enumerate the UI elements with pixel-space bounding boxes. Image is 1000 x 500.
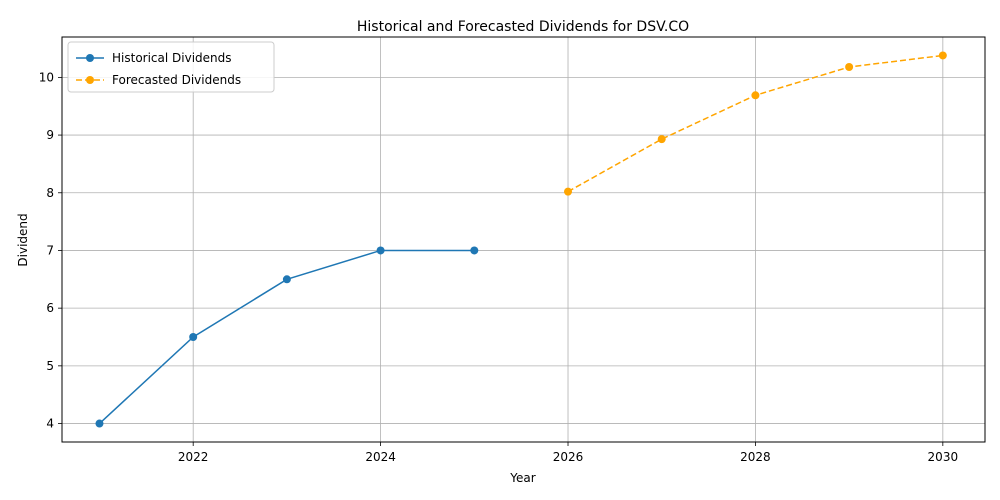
plot-area-frame <box>61 36 986 443</box>
legend: Historical Dividends Forecasted Dividends <box>67 41 275 93</box>
x-tick-label: 2030 <box>928 450 959 464</box>
legend-item: Forecasted Dividends <box>76 73 241 87</box>
data-point <box>189 333 198 341</box>
grid-lines <box>62 37 985 442</box>
x-tick-label: 2022 <box>178 450 209 464</box>
y-tick-label: 8 <box>46 186 54 200</box>
y-tick-label: 5 <box>46 359 54 373</box>
y-tick-label: 10 <box>39 70 54 84</box>
legend-label: Forecasted Dividends <box>112 73 241 87</box>
y-tick-label: 7 <box>46 243 54 257</box>
legend-box <box>67 41 275 93</box>
series-layer <box>95 51 947 428</box>
data-point <box>938 51 947 60</box>
x-axis-title: Year <box>509 471 535 485</box>
series-forecasted <box>564 51 947 196</box>
y-tick-label: 6 <box>46 301 54 315</box>
legend-label: Historical Dividends <box>112 51 232 65</box>
legend-item: Historical Dividends <box>76 51 232 65</box>
data-point <box>376 246 385 255</box>
data-point <box>470 246 479 255</box>
series-historical <box>95 246 479 428</box>
y-tick-label: 9 <box>46 128 54 142</box>
data-point <box>564 187 573 196</box>
y-axis: 4 5 6 7 8 9 10 <box>39 70 62 431</box>
data-point <box>751 91 760 100</box>
legend-marker <box>86 76 94 84</box>
data-point <box>95 419 104 428</box>
data-point <box>657 135 666 144</box>
y-tick-label: 4 <box>46 417 54 431</box>
x-axis: 2022 2024 2026 2028 2030 <box>178 442 958 464</box>
chart-title: Historical and Forecasted Dividends for … <box>357 19 689 35</box>
x-tick-label: 2026 <box>553 450 584 464</box>
x-tick-label: 2024 <box>365 450 396 464</box>
x-tick-label: 2028 <box>740 450 771 464</box>
data-point <box>845 63 854 71</box>
y-axis-title: Dividend <box>16 213 30 266</box>
legend-marker <box>86 54 94 62</box>
data-point <box>282 275 291 284</box>
